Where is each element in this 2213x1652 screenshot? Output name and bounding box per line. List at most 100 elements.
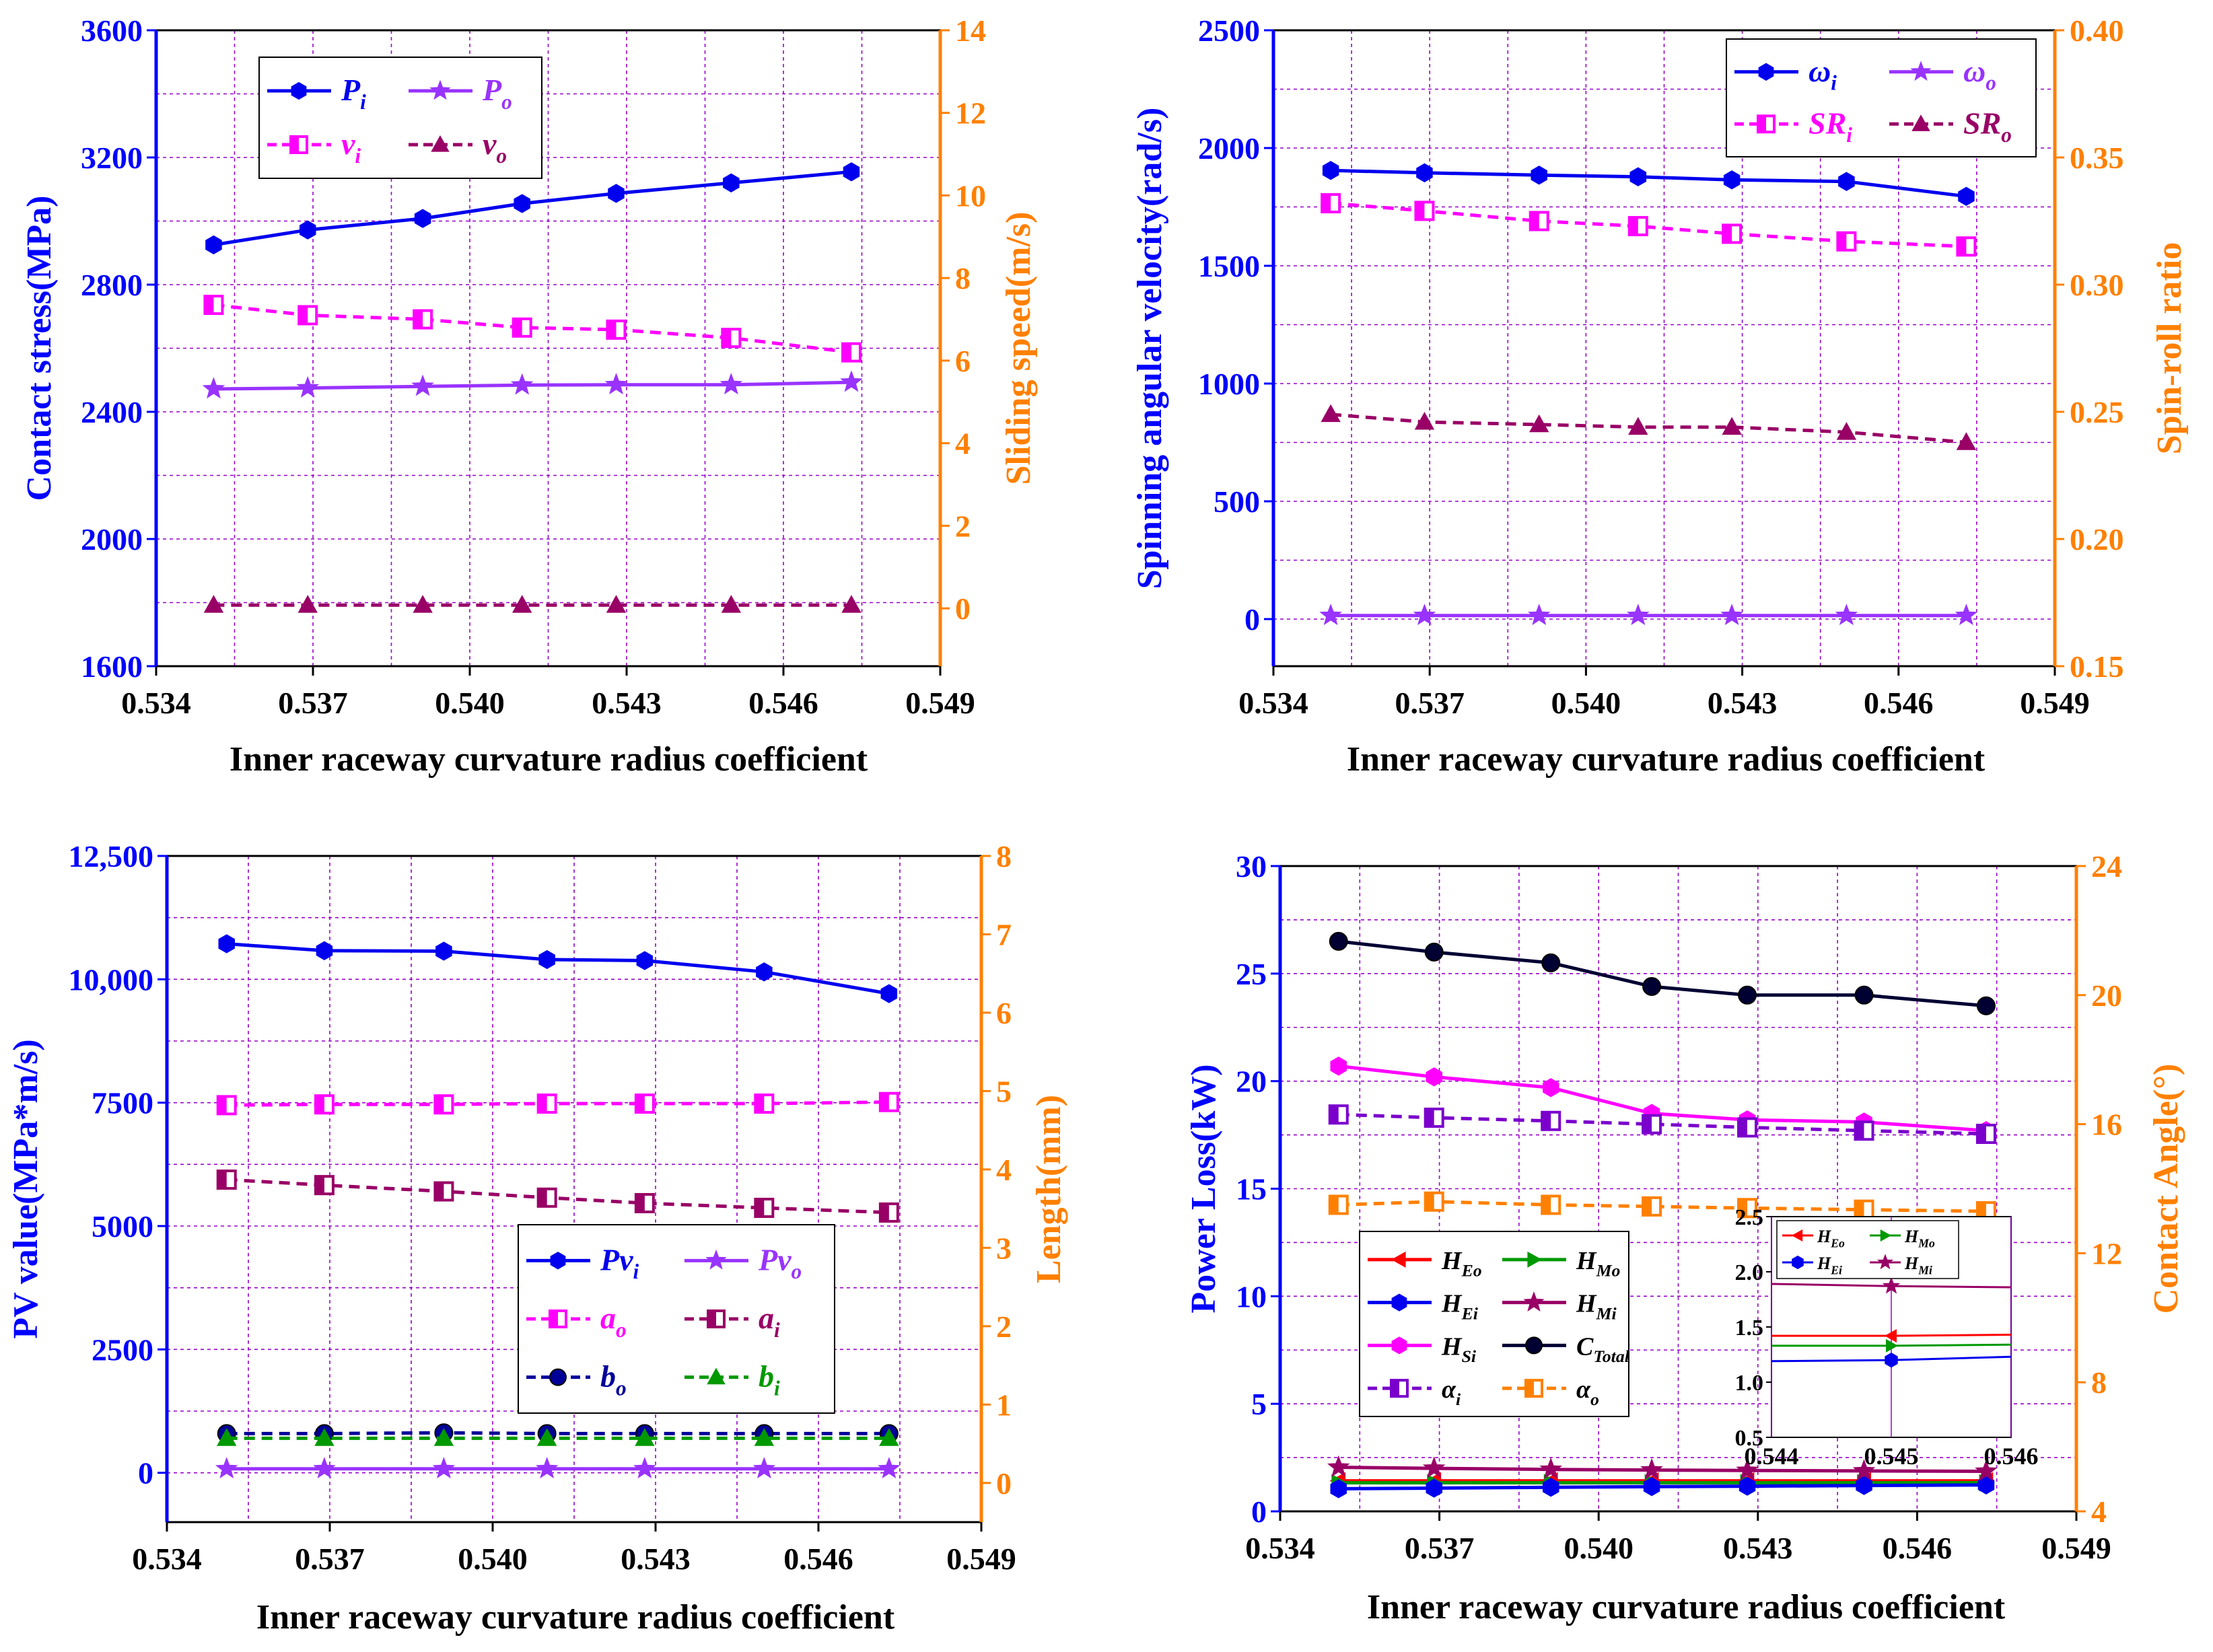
legend-item: HEo [1368,1247,1482,1281]
inset-legend-label: HMi [1904,1254,1932,1277]
data-point [1541,953,1561,972]
data-point [297,595,318,613]
data-point [1426,1067,1442,1087]
data-point [1738,1476,1756,1496]
legend-label: CTotal [1576,1332,1630,1366]
y-left-tick-label: 0 [138,1456,153,1491]
legend-label: HMi [1576,1290,1617,1324]
y-left-tick-label: 20 [1236,1065,1267,1099]
data-point [316,941,333,960]
legend-swatch-marker [289,135,308,154]
data-point [843,162,860,182]
y-right-tick-label: 8 [996,839,1012,873]
data-point [1322,161,1339,180]
data-point [433,1094,454,1115]
data-point [1321,193,1341,214]
legend-label-main: α [1442,1375,1456,1404]
legend-swatch-marker [1391,1293,1407,1312]
data-point [1424,942,1444,962]
y-left-tick-label: 1000 [1198,367,1260,401]
legend-swatch-marker [1527,1251,1542,1268]
y-right-tick-label: 14 [955,13,986,48]
data-point [535,1457,559,1479]
x-tick-label: 0.543 [1708,686,1778,720]
y-right-tick-label: 1 [996,1388,1012,1422]
inset-legend-label-sub: Mo [1918,1236,1935,1250]
data-point [1321,404,1341,423]
grid [1273,30,2055,666]
data-point [754,1197,775,1218]
legend-item: HEi [1368,1290,1479,1323]
legend-item: SRi [1734,106,1852,147]
data-point-half [1643,1197,1652,1215]
inset-x-tick-label: 0.544 [1745,1443,1799,1470]
data-point [1737,1198,1758,1219]
data-point-half [1629,217,1638,236]
data-point [218,934,235,954]
legend-swatch-marker [549,1368,567,1386]
legend-label-sub: o [616,1318,627,1342]
chart-c: 0.534 0.537 0.540 0.543 0.546 0.549 0 2500 5000 7… [7,839,1068,1637]
data-point [878,1091,899,1112]
y-left-tick-label: 12,500 [69,839,154,873]
y-left-tick-label: 2400 [81,395,143,429]
inset-legend-label-sub: Ei [1830,1263,1842,1277]
data-point [536,1428,557,1446]
legend-label-main: Pv [600,1242,633,1277]
data-point [1958,186,1975,206]
y-left-tick-label: 2500 [92,1332,153,1367]
data-point [1628,417,1648,435]
y-right-axis-title: Spin-roll ratio [2150,242,2189,454]
data-point-half [1643,1115,1652,1133]
x-axis-title: Inner raceway curvature radius coefficie… [230,740,868,779]
data-point [606,319,627,340]
data-point [314,1175,335,1196]
data-point-half [607,320,617,338]
legend-label-main: b [759,1359,774,1394]
y-right-tick-label: 4 [955,427,971,461]
legend-label: Po [482,73,512,114]
legend-swatch-marker [1523,1291,1545,1312]
inset-series-Mi [1771,1277,2012,1294]
x-tick-label: 0.540 [458,1542,528,1576]
data-point [538,949,555,970]
legend-item: SRo [1889,106,2012,147]
grid [1280,866,2076,1511]
y-right-tick-label: 6 [955,344,971,378]
legend-swatch-marker-half [550,1311,558,1327]
legend-label: αo [1576,1375,1599,1409]
y-right-tick-label: 4 [996,1153,1012,1187]
legend-swatch-marker [705,1249,727,1270]
data-point [1414,412,1435,430]
legend-label: ωo [1963,54,1996,95]
legend-frame [1726,38,2037,157]
y-left-axis-title: Power Loss(kW) [1185,1064,1223,1313]
data-point [1414,201,1435,221]
data-point [432,1457,456,1479]
x-tick-label: 0.540 [435,686,505,720]
data-point [1626,604,1650,626]
data-point [1856,1476,1872,1495]
x-tick-label: 0.549 [2041,1531,2111,1565]
legend-label: HSi [1441,1332,1477,1366]
legend-item: HMi [1502,1290,1617,1324]
data-point [1975,1123,1996,1144]
inset-y-tick-label: 1.0 [1735,1371,1764,1396]
inset-y-tick-label: 1.5 [1735,1316,1764,1340]
legend-swatch-marker-half [708,1311,716,1327]
y-right-tick-label: 4 [2091,1495,2107,1529]
data-point-half [217,1171,227,1189]
data-point [1975,1459,1998,1481]
data-point [536,1093,557,1114]
inset-data-point [1885,1329,1897,1343]
y-left-tick-label: 7500 [92,1086,153,1120]
data-point-half [1542,1196,1551,1214]
legend-label-sub: i [1831,71,1837,95]
data-point [300,220,316,240]
data-point-half [842,343,851,361]
data-point [1738,985,1757,1005]
data-point [721,595,742,613]
data-point-half [1957,238,1967,256]
series-v-o [203,595,862,613]
data-point [205,235,222,255]
